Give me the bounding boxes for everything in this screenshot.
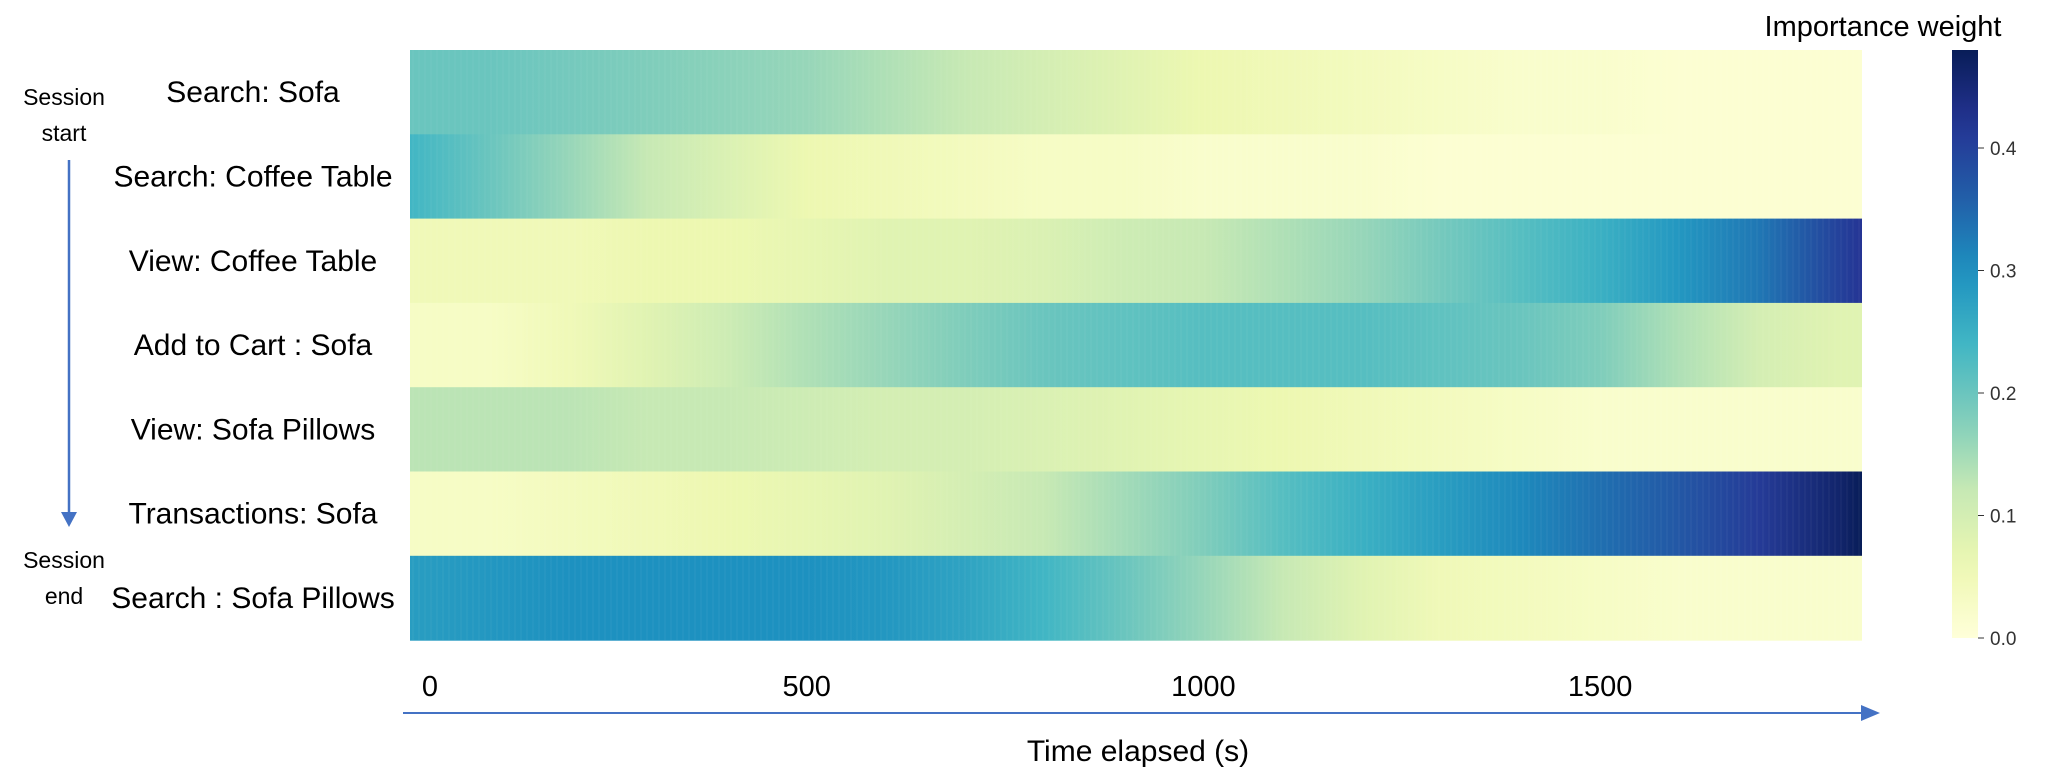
x-tick-label: 0 (422, 671, 438, 703)
colorbar-ticks: 0.0 0.1 0.2 0.3 0.4 (1978, 139, 2017, 650)
colorbar-tick-label: 0.0 (1990, 629, 2016, 650)
heatmap-row-2 (410, 134, 1862, 220)
x-tick-labels: 0 500 1000 1500 (422, 671, 1632, 703)
heatmap-row-5 (410, 387, 1862, 473)
heatmap-row-4 (410, 302, 1862, 388)
colorbar-tick-label: 0.4 (1990, 139, 2017, 160)
x-tick-label: 1000 (1171, 671, 1236, 703)
row-labels: Search: Sofa Search: Coffee Table View: Co… (111, 76, 394, 615)
colorbar-tick-label: 0.3 (1990, 262, 2016, 283)
cell-texture (412, 50, 1860, 641)
session-annotation: Session start Session end (23, 84, 105, 609)
colorbar-tick-label: 0.1 (1990, 507, 2016, 528)
row-label: Transactions: Sofa (128, 498, 377, 531)
session-start-line1: Session (23, 84, 105, 110)
session-start-line2: start (42, 120, 87, 146)
heatmap-cells (410, 50, 1862, 641)
row-label: Add to Cart : Sofa (134, 329, 373, 362)
colorbar-title: Importance weight (1765, 11, 2002, 43)
session-end-line1: Session (23, 547, 105, 573)
row-label: Search : Sofa Pillows (111, 582, 394, 615)
session-end-line2: end (45, 583, 83, 609)
row-label: View: Sofa Pillows (131, 413, 376, 446)
heatmap-row-3 (410, 218, 1862, 304)
colorbar-tick-label: 0.2 (1990, 384, 2016, 405)
row-label: Search: Coffee Table (113, 161, 392, 194)
time-arrow (403, 705, 1880, 721)
heatmap-row-6 (410, 471, 1862, 557)
row-label: Search: Sofa (166, 76, 340, 109)
session-arrow-head (61, 512, 77, 527)
colorbar (1952, 50, 1978, 638)
row-label: View: Coffee Table (129, 245, 378, 278)
heatmap-row-7 (410, 555, 1862, 641)
x-tick-label: 500 (783, 671, 831, 703)
heatmap-row-1 (410, 50, 1862, 135)
x-axis-label: Time elapsed (s) (1027, 735, 1249, 768)
x-tick-label: 1500 (1568, 671, 1633, 703)
time-arrow-head (1861, 705, 1880, 721)
